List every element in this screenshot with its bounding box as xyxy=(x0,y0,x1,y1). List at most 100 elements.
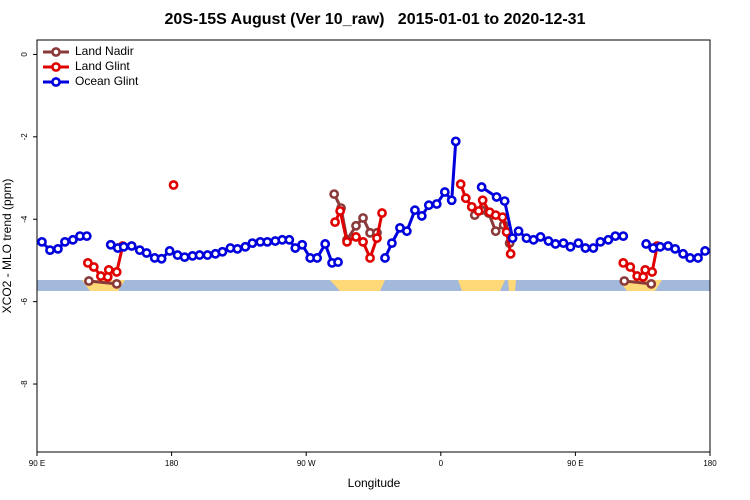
point xyxy=(513,226,524,237)
land-strip xyxy=(508,280,516,291)
point xyxy=(647,267,658,277)
point xyxy=(573,238,584,249)
point xyxy=(111,279,122,289)
point xyxy=(202,250,213,260)
point xyxy=(126,241,137,251)
point xyxy=(168,180,179,190)
land-strip xyxy=(458,280,505,291)
y-tick-label: 0 xyxy=(20,52,29,57)
point xyxy=(655,241,666,252)
point xyxy=(473,206,484,216)
x-tick-label: 90 E xyxy=(567,459,583,468)
point xyxy=(610,231,621,242)
y-axis-label: XCO2 - MLO trend (ppm) xyxy=(0,179,14,314)
point xyxy=(416,211,427,221)
point xyxy=(179,252,190,263)
point xyxy=(678,248,688,259)
point xyxy=(670,243,681,254)
point xyxy=(588,243,599,253)
point xyxy=(194,250,205,260)
legend-marker xyxy=(51,77,61,87)
x-tick-label: 0 xyxy=(439,459,444,468)
x-tick-label: 180 xyxy=(703,459,717,468)
legend-label: Ocean Glint xyxy=(75,74,139,88)
point xyxy=(423,200,434,211)
point xyxy=(580,243,591,253)
point xyxy=(232,243,243,254)
point xyxy=(141,248,152,258)
point xyxy=(565,241,576,252)
x-tick-label: 180 xyxy=(165,459,179,468)
point xyxy=(431,199,442,209)
point xyxy=(401,226,412,237)
point xyxy=(450,136,461,147)
point xyxy=(284,234,295,245)
point xyxy=(329,189,340,199)
point xyxy=(330,217,340,228)
legend-label: Land Nadir xyxy=(75,44,134,58)
point xyxy=(81,231,92,242)
x-axis-label: Longitude xyxy=(348,476,401,490)
point xyxy=(619,276,630,286)
point xyxy=(550,239,561,249)
point xyxy=(466,201,477,212)
point xyxy=(377,208,387,218)
point xyxy=(446,195,457,206)
point xyxy=(439,187,450,197)
point xyxy=(535,232,546,242)
x-tick-label: 90 E xyxy=(29,459,45,468)
point xyxy=(700,246,710,256)
point xyxy=(460,193,471,204)
point xyxy=(45,245,55,256)
point xyxy=(262,236,273,247)
point xyxy=(247,238,258,249)
y-tick-label: -8 xyxy=(20,380,29,388)
point xyxy=(37,236,47,247)
point xyxy=(477,195,488,206)
point xyxy=(380,253,390,263)
point xyxy=(111,267,122,277)
point xyxy=(320,239,331,249)
point xyxy=(372,233,382,244)
point xyxy=(646,279,657,289)
point xyxy=(505,248,516,259)
point xyxy=(333,257,343,267)
point xyxy=(103,264,114,275)
plot-frame xyxy=(36,39,711,453)
chart-title: 20S-15S August (Ver 10_raw) 2015-01-01 t… xyxy=(165,11,586,28)
point xyxy=(358,213,368,223)
point xyxy=(365,253,375,263)
point xyxy=(490,226,501,237)
point xyxy=(618,231,629,242)
series-line xyxy=(88,193,652,286)
point xyxy=(641,239,652,249)
land-strip xyxy=(330,280,385,291)
y-tick-label: -2 xyxy=(20,133,29,141)
point xyxy=(164,246,175,256)
legend-marker xyxy=(51,47,61,57)
legend-label: Land Glint xyxy=(75,59,130,73)
point xyxy=(88,262,99,272)
point xyxy=(685,253,696,263)
point xyxy=(501,227,512,237)
point xyxy=(297,239,308,250)
point xyxy=(693,253,703,263)
y-tick-label: -6 xyxy=(20,298,29,306)
point xyxy=(595,236,606,247)
point xyxy=(67,234,78,245)
legend-marker xyxy=(51,62,61,72)
point xyxy=(491,192,502,202)
point xyxy=(358,236,368,247)
point xyxy=(351,232,361,242)
point xyxy=(240,241,251,252)
point xyxy=(618,257,629,268)
point xyxy=(118,241,129,252)
point xyxy=(476,182,487,192)
point xyxy=(455,179,466,190)
point xyxy=(507,233,518,244)
point xyxy=(342,236,352,247)
point xyxy=(217,246,228,257)
point xyxy=(60,236,70,247)
surface-strip xyxy=(37,280,710,291)
